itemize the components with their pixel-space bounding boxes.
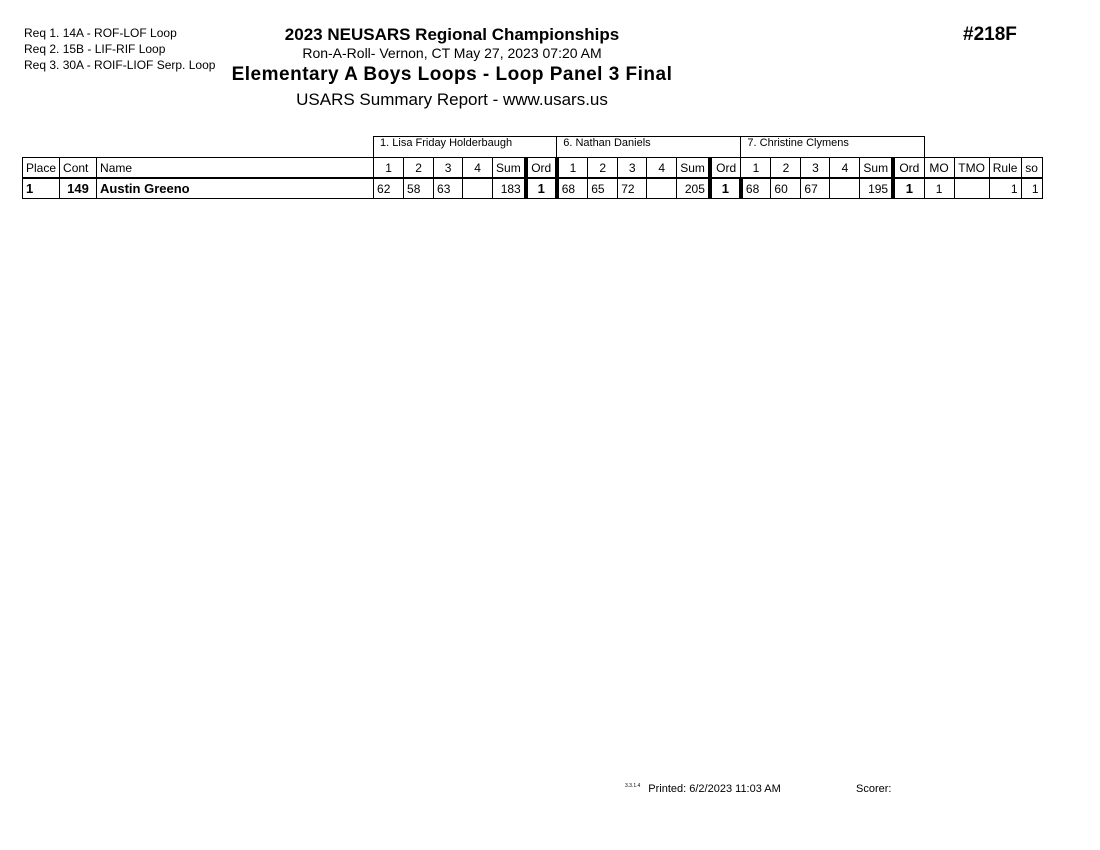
j2-sum: 205 xyxy=(676,177,711,199)
event-location: Ron-A-Roll- Vernon, CT May 27, 2023 07:2… xyxy=(302,45,602,61)
j2-ord: 1 xyxy=(707,177,742,199)
j1-mark-1: 62 xyxy=(373,177,405,199)
col-cont: Cont xyxy=(59,157,98,179)
report-title: USARS Summary Report - www.usars.us xyxy=(296,90,608,109)
requirement-2: Req 2. 15B - LIF-RIF Loop xyxy=(24,42,166,56)
place: 1 xyxy=(21,177,61,199)
col-j2-2: 2 xyxy=(587,157,619,179)
col-j1-3: 3 xyxy=(433,157,464,179)
printed-date: Printed: 6/2/2023 11:03 AM xyxy=(648,783,781,795)
results-table: 1. Lisa Friday Holderbaugh 6. Nathan Dan… xyxy=(21,136,1043,199)
j2-mark-3: 72 xyxy=(617,177,648,199)
requirement-1: Req 1. 14A - ROF-LOF Loop xyxy=(24,26,177,40)
j1-mark-3: 63 xyxy=(433,177,464,199)
col-j1-ord: Ord xyxy=(523,157,559,179)
cont: 149 xyxy=(59,177,98,199)
division-title: Elementary A Boys Loops - Loop Panel 3 F… xyxy=(231,64,673,85)
col-j3-sum: Sum xyxy=(859,157,894,179)
skater-name: Austin Greeno xyxy=(96,177,375,199)
j2-mark-2: 65 xyxy=(587,177,619,199)
event-title: 2023 NEUSARS Regional Championships xyxy=(284,25,620,44)
j1-mark-2: 58 xyxy=(403,177,435,199)
col-name: Name xyxy=(96,157,375,179)
col-place: Place xyxy=(21,157,61,179)
col-j1-2: 2 xyxy=(403,157,435,179)
column-header-row: Place Cont Name 1 2 3 4 Sum Ord 1 2 3 4 … xyxy=(21,157,1043,179)
col-j1-sum: Sum xyxy=(492,157,527,179)
judge-header-row: 1. Lisa Friday Holderbaugh 6. Nathan Dan… xyxy=(23,136,1043,158)
requirements-list: Req 1. 14A - ROF-LOF Loop Req 2. 15B - L… xyxy=(24,25,215,73)
event-number: #218F xyxy=(963,24,1017,45)
col-j3-2: 2 xyxy=(770,157,802,179)
col-j1-4: 4 xyxy=(462,157,494,179)
rule: 1 xyxy=(988,177,1022,199)
version-label: 3.3.1.4 xyxy=(625,783,641,789)
col-mo: MO xyxy=(923,157,955,179)
col-j2-sum: Sum xyxy=(676,157,711,179)
so: 1 xyxy=(1020,177,1043,199)
scorer-label: Scorer: xyxy=(856,783,892,795)
j2-mark-4 xyxy=(646,177,678,199)
j1-ord: 1 xyxy=(523,177,559,199)
col-j3-3: 3 xyxy=(800,157,831,179)
col-j2-4: 4 xyxy=(646,157,678,179)
j2-mark-1: 68 xyxy=(556,177,589,199)
j3-mark-4 xyxy=(829,177,861,199)
mo: 1 xyxy=(923,177,955,199)
j3-mark-1: 68 xyxy=(738,177,772,199)
col-j2-1: 1 xyxy=(556,157,589,179)
col-j1-1: 1 xyxy=(373,157,405,179)
requirement-3: Req 3. 30A - ROIF-LIOF Serp. Loop xyxy=(24,58,216,72)
col-tmo: TMO xyxy=(953,157,990,179)
col-j3-ord: Ord xyxy=(891,157,925,179)
judge-3-name: 7. Christine Clymens xyxy=(740,136,925,158)
col-j3-1: 1 xyxy=(740,157,772,179)
col-j2-3: 3 xyxy=(617,157,648,179)
col-rule: Rule xyxy=(988,157,1022,179)
col-j2-ord: Ord xyxy=(707,157,742,179)
j3-ord: 1 xyxy=(891,177,925,199)
footer-printed: 3.3.1.4 Printed: 6/2/2023 11:03 AM xyxy=(625,783,781,795)
j1-mark-4 xyxy=(462,177,494,199)
col-so: so xyxy=(1020,157,1043,179)
judge-1-name: 1. Lisa Friday Holderbaugh xyxy=(373,136,558,158)
j3-sum: 195 xyxy=(859,177,894,199)
tmo xyxy=(953,177,990,199)
judge-2-name: 6. Nathan Daniels xyxy=(556,136,742,158)
j3-mark-3: 67 xyxy=(800,177,831,199)
j3-mark-2: 60 xyxy=(770,177,802,199)
table-row: 1 149 Austin Greeno 62 58 63 183 1 68 65… xyxy=(21,177,1043,199)
col-j3-4: 4 xyxy=(829,157,861,179)
j1-sum: 183 xyxy=(492,177,527,199)
